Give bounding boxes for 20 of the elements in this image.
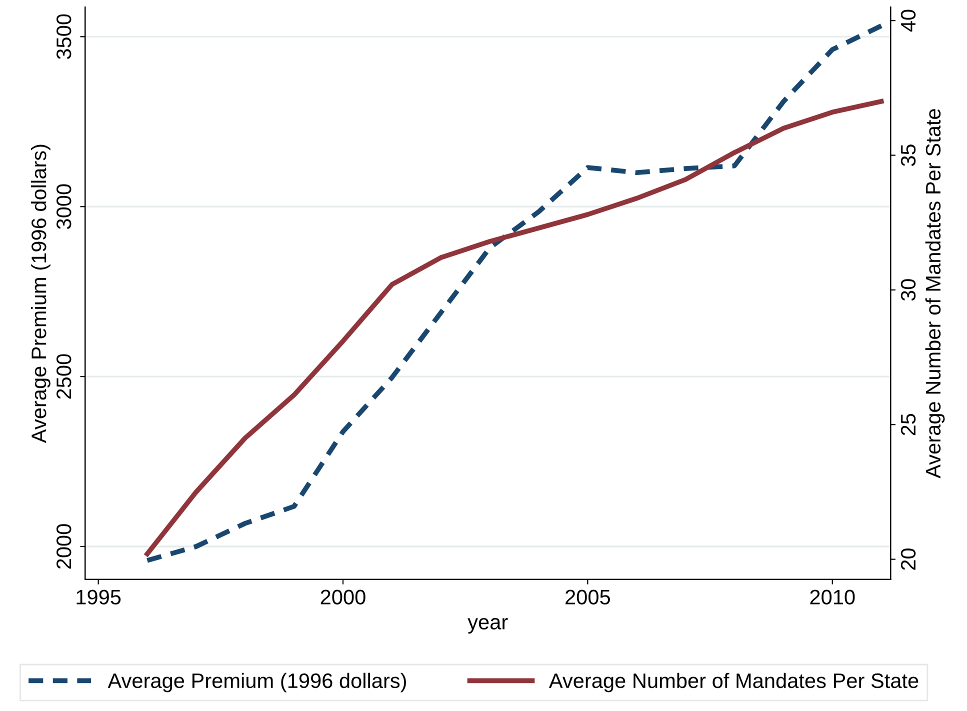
x-tick-label: 1995 xyxy=(76,590,121,604)
legend-label: Average Number of Mandates Per State xyxy=(548,672,918,692)
y2-axis-title: Average Number of Mandates Per State xyxy=(925,109,945,478)
y2-tick-label: 40 xyxy=(900,10,916,32)
y2-tick-label: 25 xyxy=(900,414,916,436)
line-series xyxy=(144,98,884,556)
line-series xyxy=(144,23,884,563)
y2-tick-label: 20 xyxy=(900,548,916,570)
y-tick-label: 3500 xyxy=(56,14,72,60)
y-tick-label: 2500 xyxy=(56,354,72,399)
x-tick-label: 2000 xyxy=(320,590,366,604)
y-axis-title: Average Premium (1996 dollars) xyxy=(30,144,50,443)
x-tick-label: 2005 xyxy=(566,590,610,604)
x-tick-label: 2010 xyxy=(810,590,855,604)
y-tick-label: 3000 xyxy=(56,184,72,229)
y2-tick-label: 30 xyxy=(900,279,916,301)
y-tick-label: 2000 xyxy=(56,524,72,569)
y2-tick-label: 35 xyxy=(900,144,916,166)
x-axis-title: year xyxy=(468,618,508,634)
legend-label: Average Premium (1996 dollars) xyxy=(108,672,406,692)
